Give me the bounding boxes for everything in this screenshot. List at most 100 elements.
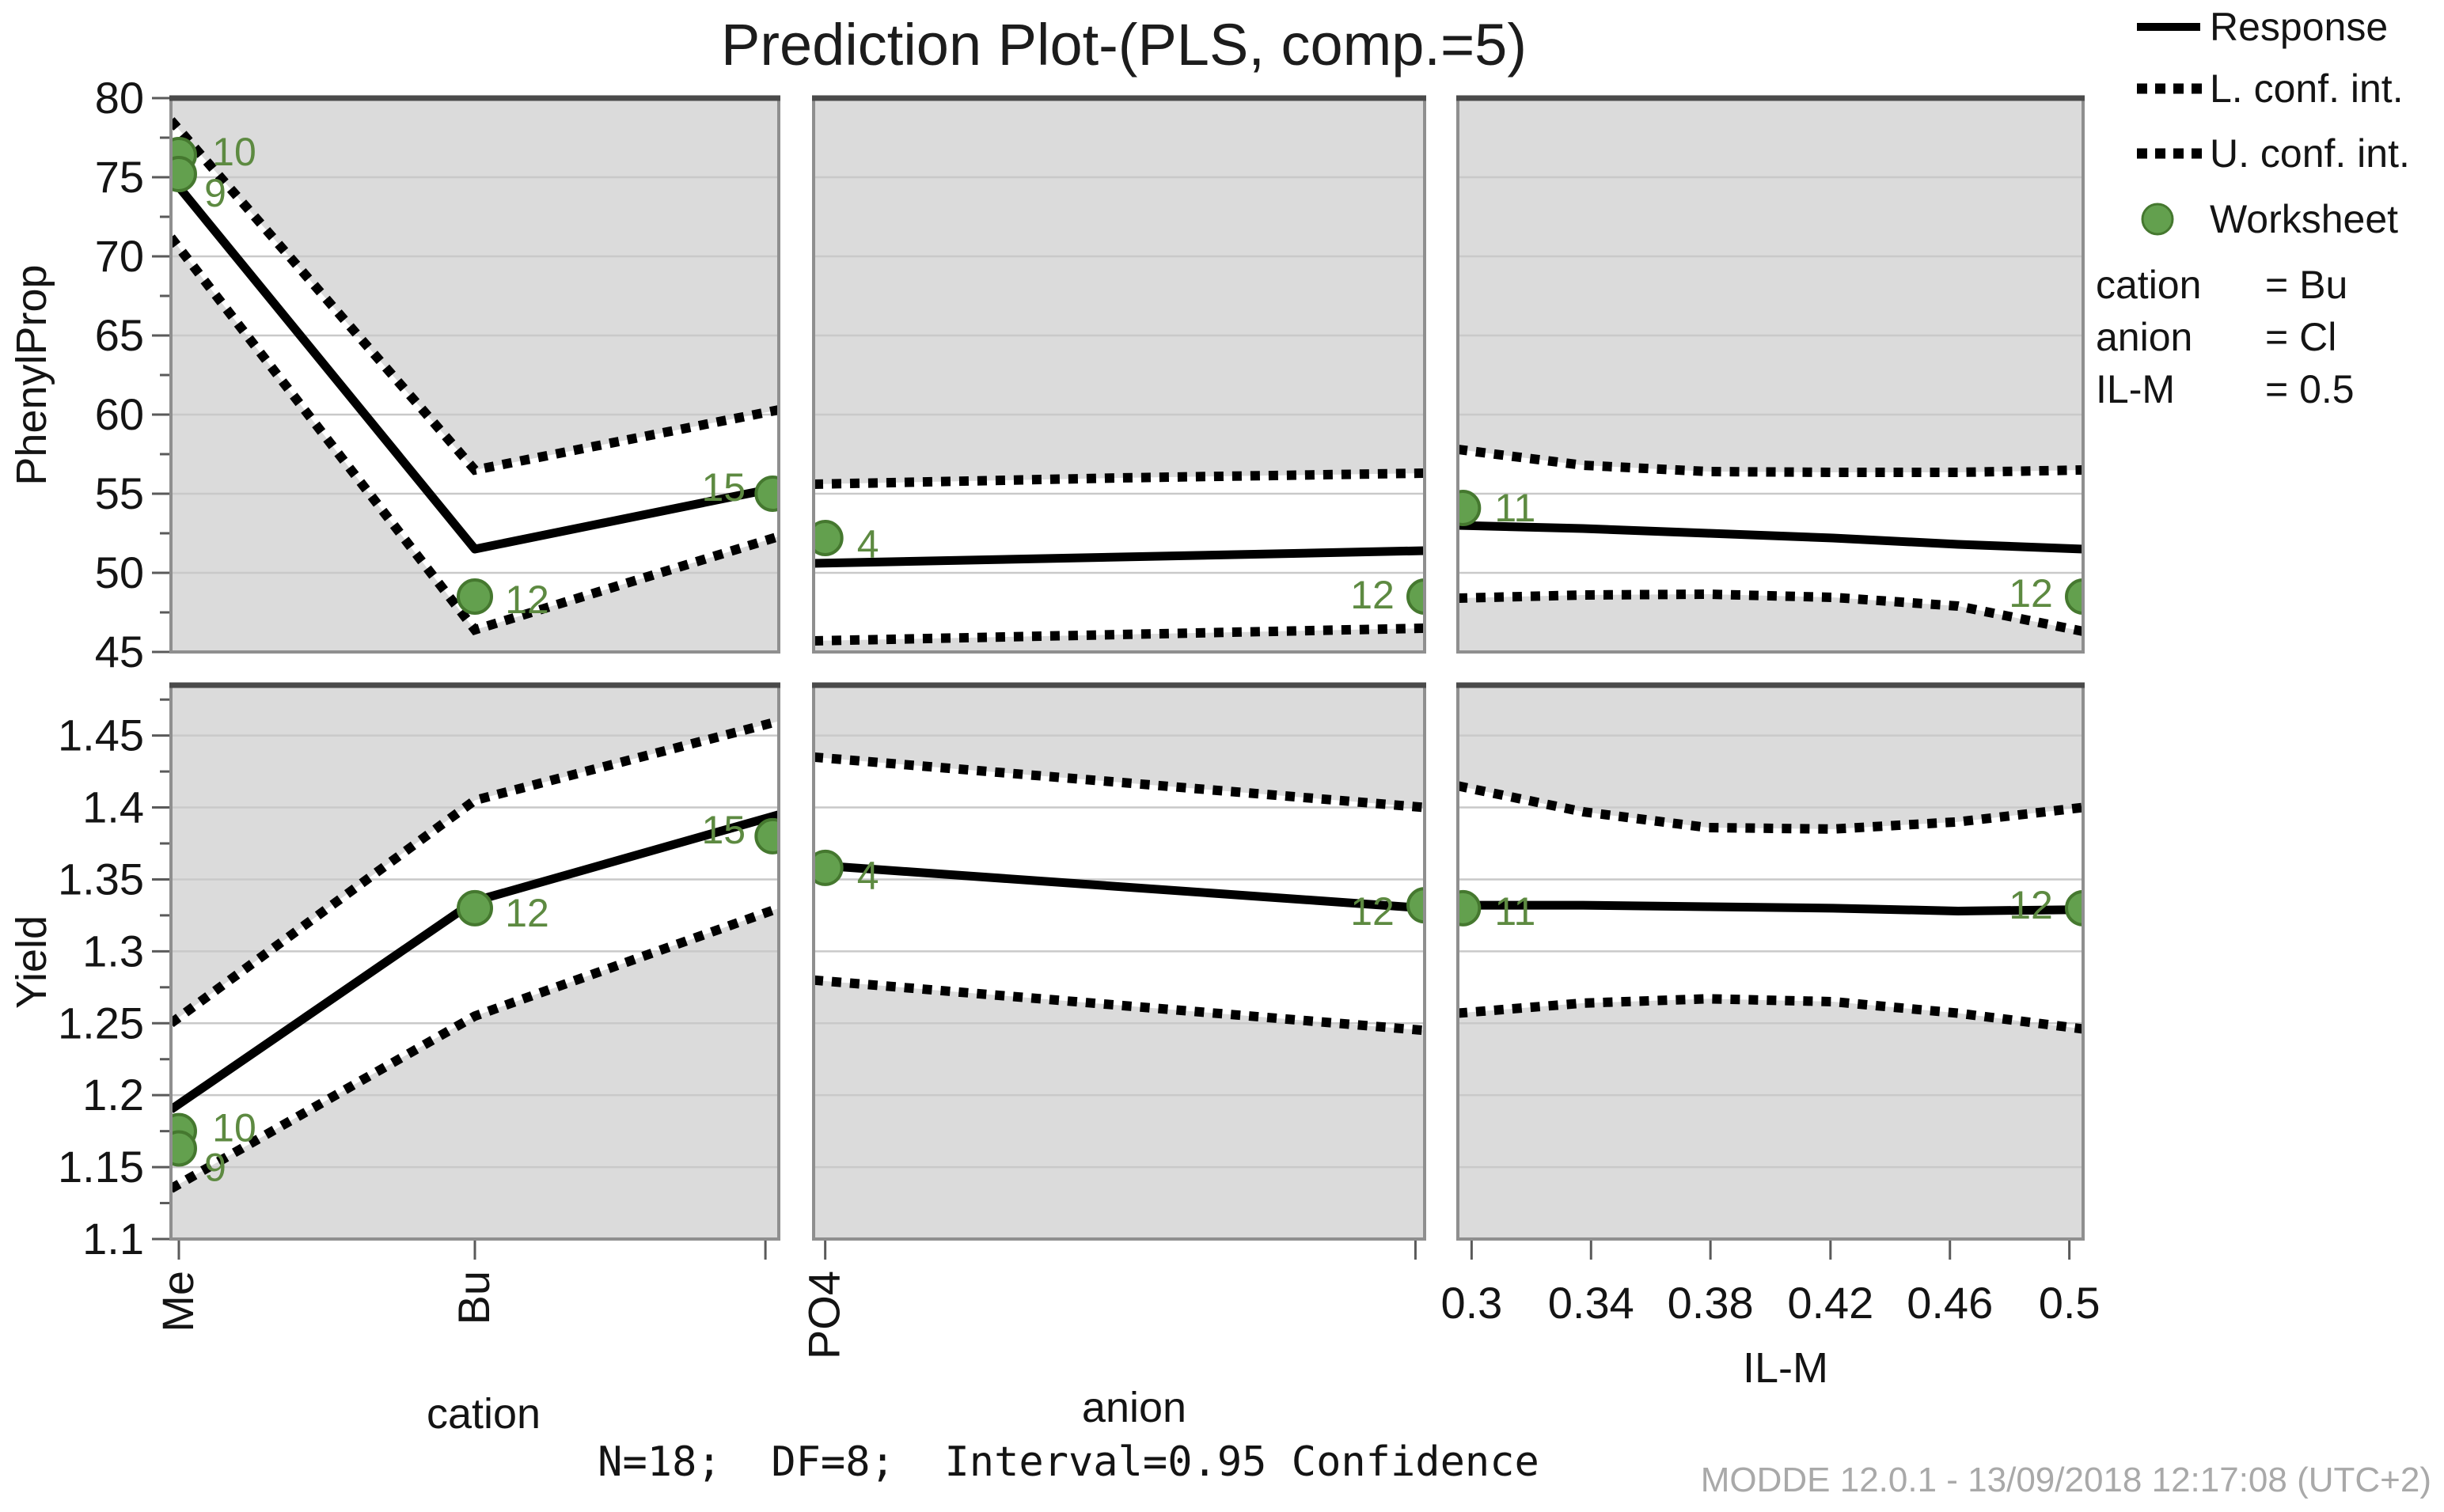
condition-value: = Cl bbox=[2265, 315, 2336, 359]
lower-conf-int-line bbox=[1458, 589, 2083, 636]
legend-item-worksheet: Worksheet bbox=[2141, 197, 2398, 241]
response-line bbox=[171, 174, 779, 554]
lower-conf-int-line bbox=[171, 904, 779, 1193]
worksheet-point-9[interactable] bbox=[162, 1130, 197, 1167]
lower-gray-band bbox=[1458, 594, 2083, 652]
worksheet-point-11[interactable] bbox=[1446, 889, 1482, 927]
response-line bbox=[814, 860, 1425, 913]
upper-gray-band bbox=[171, 98, 779, 470]
point-label-12: 12 bbox=[1350, 889, 1395, 934]
y-tick-label: 70 bbox=[95, 231, 144, 281]
condition-anion: anion = Cl bbox=[2096, 315, 2336, 359]
upper-conf-int-line bbox=[171, 716, 779, 1028]
y-tick-label: 80 bbox=[95, 73, 144, 123]
y-tick-label: 1.3 bbox=[82, 926, 144, 976]
x-tick-label-PO4: PO4 bbox=[799, 1271, 849, 1359]
lower-gray-band bbox=[171, 908, 779, 1239]
x-tick-label-Me: Me bbox=[153, 1271, 203, 1332]
point-label-12: 12 bbox=[2009, 571, 2053, 616]
response-line bbox=[814, 546, 1425, 568]
y-axis-phenylprop: 80 75 70 65 60 55 50 45 bbox=[95, 73, 169, 676]
worksheet-point-12[interactable] bbox=[1406, 578, 1441, 615]
panel-phenylprop-vs-cation: 109 12 15 bbox=[162, 95, 789, 654]
panel-phenylprop-vs-ilm: 11 12 bbox=[1446, 95, 2100, 654]
y-tick-label: 55 bbox=[95, 468, 144, 518]
lower-gray-band bbox=[171, 237, 779, 652]
y-tick-label: 1.45 bbox=[58, 711, 144, 760]
point-label-9: 9 bbox=[204, 171, 226, 215]
point-label-9: 9 bbox=[204, 1145, 226, 1189]
app-credit: MODDE 12.0.1 - 13/09/2018 12:17:08 (UTC+… bbox=[1700, 1461, 2431, 1499]
worksheet-dot-icon bbox=[2141, 203, 2174, 236]
point-label-11: 11 bbox=[1494, 486, 1535, 530]
worksheet-point-4[interactable] bbox=[809, 849, 844, 886]
y-axis-title-phenylprop: PhenylProp bbox=[8, 264, 55, 485]
legend-label: U. conf. int. bbox=[2210, 131, 2410, 176]
worksheet-point-12[interactable] bbox=[2065, 889, 2100, 927]
worksheet-point-15[interactable] bbox=[754, 476, 789, 512]
upper-gray-band bbox=[171, 685, 779, 1024]
y-tick-label: 1.4 bbox=[82, 783, 144, 832]
x-axis-cation: Me Bu bbox=[153, 1241, 767, 1332]
condition-name: cation bbox=[2096, 263, 2201, 307]
condition-name: anion bbox=[2096, 315, 2192, 359]
y-axis-yield: 1.45 1.4 1.35 1.3 1.25 1.2 1.15 1.1 bbox=[58, 698, 169, 1264]
y-tick-label: 60 bbox=[95, 389, 144, 439]
point-label-12: 12 bbox=[2009, 883, 2053, 927]
worksheet-point-12[interactable] bbox=[457, 889, 493, 927]
worksheet-point-11[interactable] bbox=[1446, 490, 1482, 526]
point-label-15: 15 bbox=[702, 465, 746, 510]
upper-conf-int-line bbox=[1458, 781, 2083, 834]
x-axis-title-ilm: IL-M bbox=[1743, 1344, 1828, 1392]
worksheet-point-12[interactable] bbox=[457, 578, 493, 615]
lower-conf-int-line bbox=[1458, 994, 2083, 1034]
point-label-11: 11 bbox=[1494, 889, 1535, 934]
worksheet-point-12[interactable] bbox=[2065, 578, 2100, 615]
upper-conf-int-line bbox=[1458, 445, 2083, 477]
worksheet-point-12[interactable] bbox=[1406, 887, 1441, 924]
stats-footnote: N=18; DF=8; Interval=0.95 Confidence bbox=[598, 1438, 1539, 1486]
point-label-10: 10 bbox=[212, 1106, 256, 1150]
point-label-4: 4 bbox=[857, 522, 879, 567]
x-tick-label-0.34: 0.34 bbox=[1548, 1278, 1634, 1328]
y-tick-label: 50 bbox=[95, 548, 144, 597]
y-tick-label: 1.15 bbox=[58, 1142, 144, 1192]
upper-gray-band bbox=[1458, 685, 2083, 829]
x-tick-label-0.42: 0.42 bbox=[1787, 1278, 1873, 1328]
condition-value: = Bu bbox=[2265, 263, 2347, 307]
legend: Response L. conf. int. U. conf. int. Worksh… bbox=[2096, 5, 2410, 411]
panel-yield-vs-ilm: 11 12 bbox=[1446, 682, 2100, 1241]
y-tick-label: 45 bbox=[95, 627, 144, 676]
worksheet-point-4[interactable] bbox=[809, 520, 844, 556]
x-tick-label-0.5: 0.5 bbox=[2039, 1278, 2101, 1328]
lower-conf-int-line bbox=[171, 234, 779, 635]
x-axis-il-m: 0.3 0.34 0.38 0.42 0.46 0.5 bbox=[1440, 1241, 2101, 1328]
point-label-10: 10 bbox=[212, 130, 256, 174]
response-line bbox=[1458, 521, 2083, 554]
y-tick-label: 75 bbox=[95, 152, 144, 202]
panel-yield-vs-anion: 4 12 bbox=[809, 682, 1441, 1241]
condition-cation: cation = Bu bbox=[2096, 263, 2347, 307]
y-axis-title-yield: Yield bbox=[8, 915, 55, 1009]
point-label-15: 15 bbox=[702, 808, 746, 852]
point-label-12: 12 bbox=[505, 578, 549, 622]
legend-label: Worksheet bbox=[2210, 197, 2398, 241]
page-title: Prediction Plot-(PLS, comp.=5) bbox=[721, 12, 1527, 78]
x-axis-title-cation: cation bbox=[426, 1390, 541, 1438]
upper-conf-int-line bbox=[171, 117, 779, 476]
x-tick-label-0.3: 0.3 bbox=[1440, 1278, 1502, 1328]
y-tick-label: 1.35 bbox=[58, 854, 144, 904]
worksheet-point-15[interactable] bbox=[754, 817, 789, 855]
y-tick-label: 1.2 bbox=[82, 1070, 144, 1120]
upper-gray-band bbox=[814, 98, 1425, 484]
upper-gray-band bbox=[1458, 98, 2083, 472]
point-label-12: 12 bbox=[1350, 573, 1395, 617]
panel-phenylprop-vs-anion: 4 12 bbox=[809, 95, 1441, 654]
legend-item-u-conf-int: U. conf. int. bbox=[2137, 131, 2410, 176]
upper-conf-int-line bbox=[814, 752, 1425, 813]
x-tick-label-0.46: 0.46 bbox=[1907, 1278, 1993, 1328]
condition-il-m: IL-M = 0.5 bbox=[2096, 367, 2355, 411]
worksheet-point-9[interactable] bbox=[162, 156, 197, 192]
